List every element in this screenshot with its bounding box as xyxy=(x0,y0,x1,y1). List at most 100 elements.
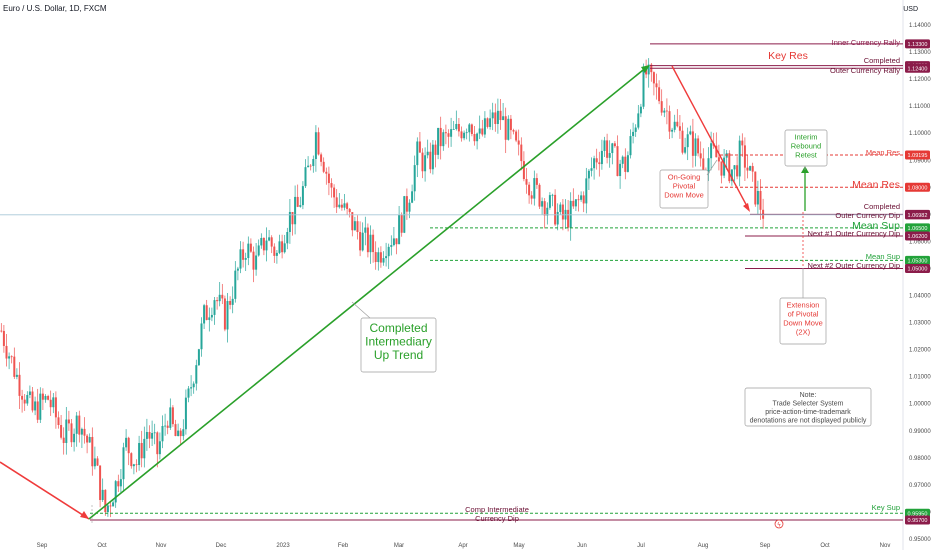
candle-body xyxy=(26,394,29,404)
candle-body xyxy=(398,214,401,245)
candle-body xyxy=(348,208,351,213)
level-price-label: 0.95950 xyxy=(908,511,928,517)
down-trend-line xyxy=(0,461,90,520)
candle-body xyxy=(91,436,94,467)
candle-body xyxy=(522,161,525,180)
candle-body xyxy=(689,131,692,135)
candle-body xyxy=(626,155,629,172)
level-price-label: 1.06982 xyxy=(908,213,928,219)
candle-body xyxy=(36,401,39,420)
candle-body xyxy=(60,425,63,438)
candle-body xyxy=(13,356,16,377)
candle-body xyxy=(385,256,388,259)
level-price-pill xyxy=(905,63,930,73)
x-tick-label: Aug xyxy=(698,543,709,549)
candle-body xyxy=(34,401,37,411)
candle-body xyxy=(530,195,533,199)
candle-body xyxy=(496,110,499,124)
candle-body xyxy=(600,150,603,165)
interim-rebound-box-text: Interim xyxy=(795,133,818,142)
candle-body xyxy=(346,203,349,209)
candle-body xyxy=(460,131,463,139)
candle-body xyxy=(177,430,180,437)
candle-body xyxy=(608,153,611,158)
candle-body xyxy=(730,169,733,182)
candle-body xyxy=(330,183,333,188)
level-text: Mean Sup xyxy=(866,252,900,261)
candle-body xyxy=(135,464,138,466)
candle-body xyxy=(379,252,382,263)
candle-body xyxy=(320,154,323,162)
candle-body xyxy=(73,433,76,443)
candle-body xyxy=(296,196,299,207)
level-text: Outer Currency Dip xyxy=(835,211,900,220)
note-box xyxy=(744,387,872,427)
candle-body xyxy=(216,300,219,302)
candle-body xyxy=(699,153,702,159)
candle-body xyxy=(218,294,221,302)
candle-body xyxy=(489,118,492,127)
candle-body xyxy=(174,424,177,437)
callout-pointer xyxy=(351,301,371,319)
candle-body xyxy=(28,391,31,395)
candle-body xyxy=(671,129,674,132)
candle-body xyxy=(109,505,112,507)
candle-body xyxy=(57,417,60,426)
candle-body xyxy=(273,246,276,256)
candle-body xyxy=(231,298,234,305)
candle-body xyxy=(720,161,723,176)
candle-body xyxy=(632,131,635,137)
candle-body xyxy=(171,407,174,425)
candle-body xyxy=(694,138,697,156)
event-icon xyxy=(774,519,784,529)
candle-body xyxy=(343,203,346,208)
candle-body xyxy=(244,258,247,260)
candle-body xyxy=(93,458,96,467)
candle-body xyxy=(723,157,726,176)
level-price-label: 1.05000 xyxy=(908,266,928,272)
level-text: Outer Currency Rally xyxy=(830,66,900,75)
candle-body xyxy=(2,330,5,346)
candle-body xyxy=(642,69,645,107)
candle-body xyxy=(483,118,486,135)
x-tick-label: 2023 xyxy=(276,543,290,549)
candle-body xyxy=(655,83,658,88)
candle-body xyxy=(190,387,193,389)
candle-body xyxy=(151,433,154,439)
candle-body xyxy=(41,393,44,400)
candle-body xyxy=(499,110,502,121)
candle-body xyxy=(387,246,390,257)
candle-body xyxy=(114,481,117,503)
candle-body xyxy=(52,397,55,408)
level-price-label: 1.05300 xyxy=(908,258,928,264)
candle-body xyxy=(364,227,367,233)
candle-body xyxy=(15,374,18,377)
candle-body xyxy=(494,112,497,124)
level-text: Comp Intermediate xyxy=(465,505,529,514)
candle-body xyxy=(613,143,616,147)
candle-body xyxy=(125,437,128,448)
candle-body xyxy=(647,64,650,75)
level-price-label: 1.08000 xyxy=(908,185,928,191)
y-tick-label: 1.14000 xyxy=(909,23,931,29)
candle-body xyxy=(756,190,759,205)
candle-body xyxy=(143,438,146,459)
candle-body xyxy=(567,209,570,228)
candle-body xyxy=(340,204,343,208)
candle-body xyxy=(281,241,284,253)
candle-body xyxy=(44,395,47,400)
candle-body xyxy=(572,200,575,207)
candle-body xyxy=(208,317,211,320)
candle-body xyxy=(452,128,455,130)
level-price-label: 0.95700 xyxy=(908,518,928,524)
candle-body xyxy=(733,165,736,170)
candle-body xyxy=(561,204,564,220)
completed-up-trend-box-text: Intermediary xyxy=(365,335,432,349)
candle-body xyxy=(122,447,125,480)
candle-body xyxy=(481,128,484,135)
level-text: Completed xyxy=(864,56,900,65)
interim-rebound-box-text: Rebound xyxy=(791,142,821,151)
candle-body xyxy=(299,205,302,207)
candle-body xyxy=(322,161,325,172)
